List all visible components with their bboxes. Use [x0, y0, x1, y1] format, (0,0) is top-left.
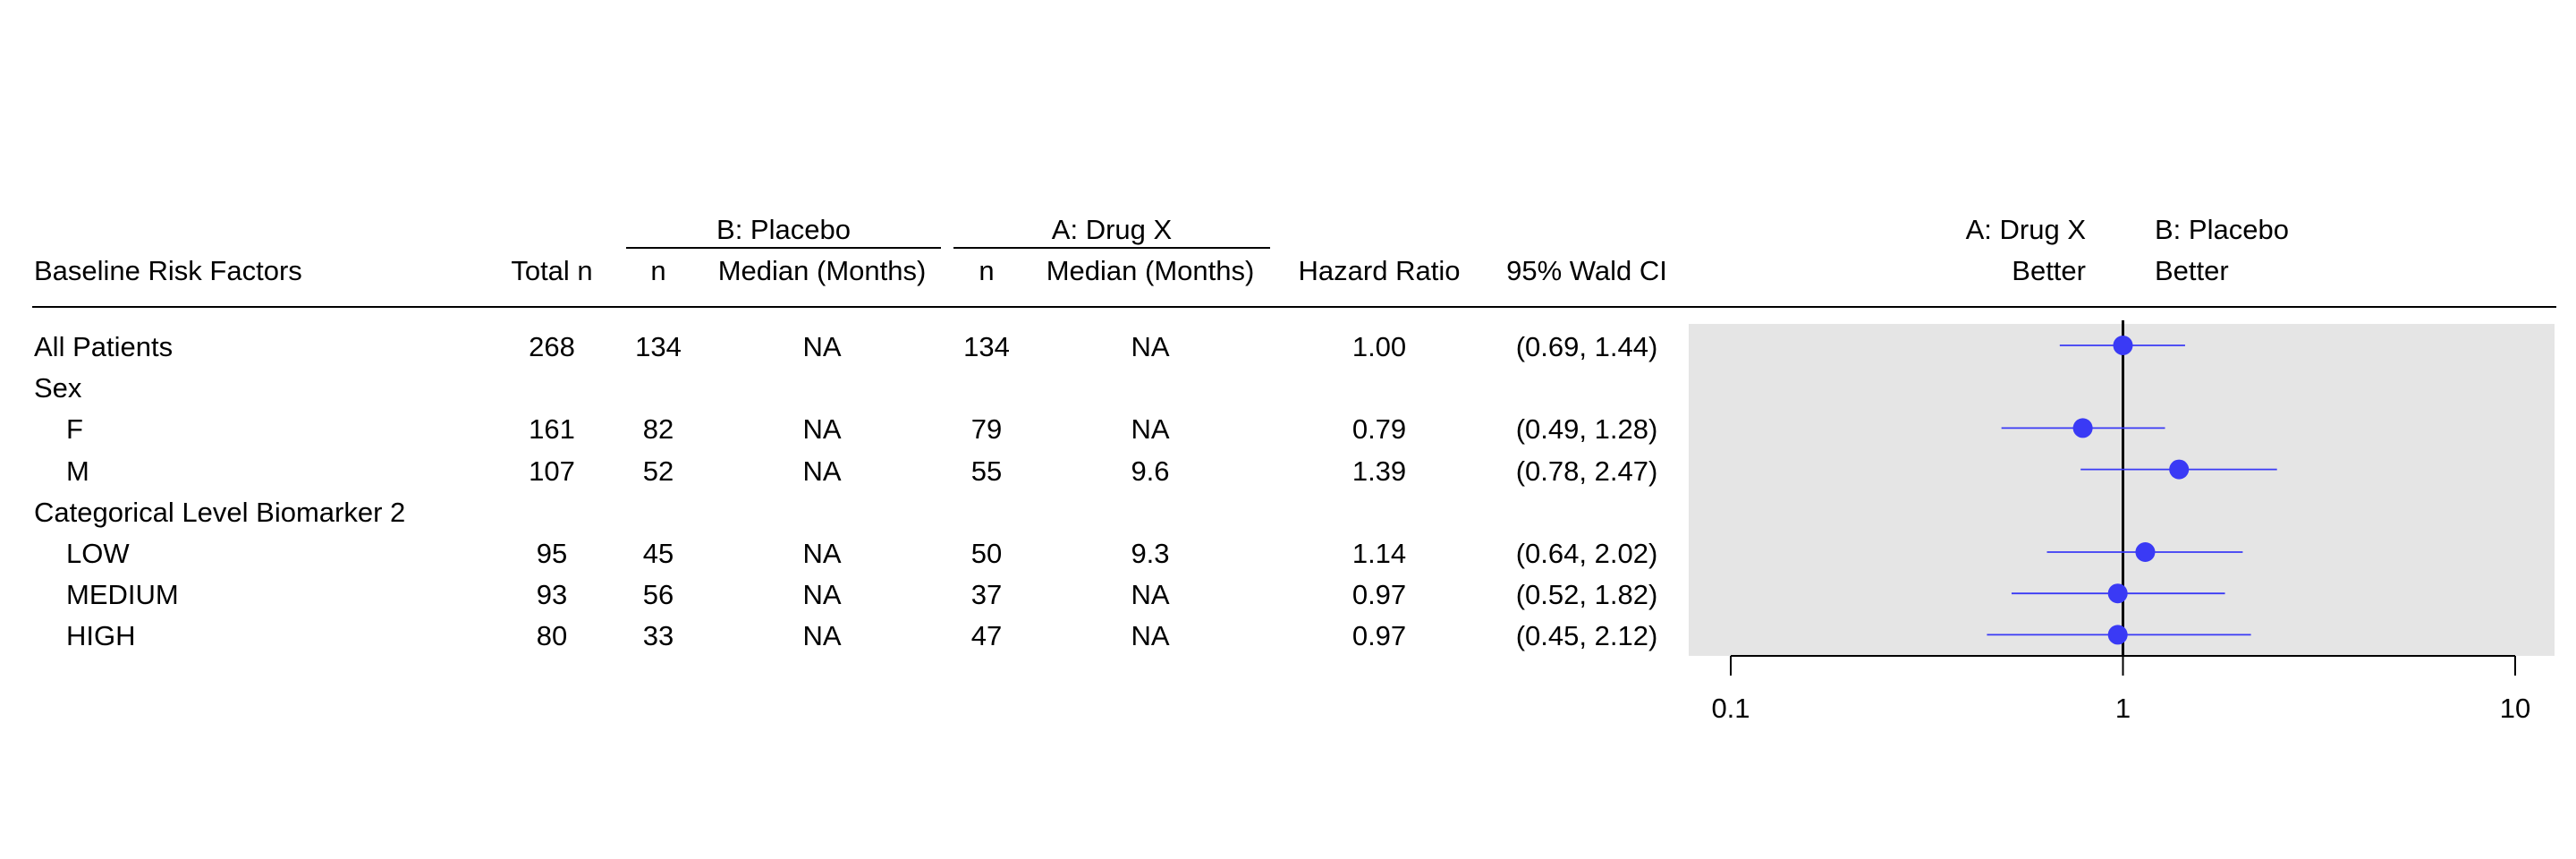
cell-hazard-ratio: 0.97 — [1352, 579, 1407, 611]
cell-total-n: 95 — [536, 538, 568, 569]
cell-drug-median: 9.6 — [1131, 455, 1170, 487]
cell-total-n: 268 — [529, 331, 575, 362]
row-label: Categorical Level Biomarker 2 — [34, 496, 406, 528]
cell-drug-n: 37 — [970, 579, 1003, 611]
column-header-placebo-median: Median (Months) — [717, 255, 927, 286]
hr-point-high — [2107, 625, 2128, 645]
cell-placebo-n: 45 — [642, 538, 674, 569]
group-header-placebo: B: Placebo — [716, 214, 851, 245]
cell-drug-n: 47 — [970, 620, 1003, 652]
cell-drug-n: 134 — [963, 331, 1010, 362]
cell-placebo-n: 33 — [642, 620, 674, 652]
cell-hazard-ratio: 1.14 — [1352, 538, 1407, 569]
x-tick-label: 0.1 — [1711, 693, 1750, 724]
cell-ci: (0.64, 2.02) — [1515, 538, 1658, 569]
cell-ci: (0.49, 1.28) — [1515, 413, 1658, 446]
cell-drug-median: NA — [1131, 331, 1170, 362]
cell-drug-median: NA — [1131, 579, 1170, 611]
cell-total-n: 80 — [536, 620, 568, 652]
column-header-total-n: Total n — [511, 255, 593, 286]
cell-ci: (0.78, 2.47) — [1515, 455, 1658, 487]
forest-right-label-line1: B: Placebo — [2155, 214, 2289, 245]
x-tick-label: 10 — [2500, 693, 2530, 724]
cell-drug-median: 9.3 — [1131, 538, 1170, 569]
forest-left-label-line2: Better — [2012, 255, 2086, 286]
cell-placebo-median: NA — [802, 620, 842, 652]
cell-drug-n: 50 — [970, 538, 1003, 569]
cell-placebo-median: NA — [802, 413, 842, 446]
cell-total-n: 107 — [529, 455, 575, 487]
column-header-drug-n: n — [979, 255, 995, 286]
column-header-factor: Baseline Risk Factors — [34, 255, 302, 286]
cell-hazard-ratio: 1.39 — [1352, 455, 1407, 487]
hr-point-m — [2169, 459, 2190, 480]
x-tick-label: 1 — [2115, 693, 2131, 724]
cell-hazard-ratio: 0.79 — [1352, 413, 1407, 446]
row-label: MEDIUM — [66, 579, 179, 611]
row-label: F — [66, 413, 83, 446]
cell-drug-n: 55 — [970, 455, 1003, 487]
cell-placebo-median: NA — [802, 455, 842, 487]
cell-placebo-n: 134 — [635, 331, 682, 362]
row-label: HIGH — [66, 620, 136, 652]
cell-total-n: 93 — [536, 579, 568, 611]
hr-point-all-patients — [2113, 336, 2133, 355]
group-underline-drug — [953, 247, 1270, 249]
cell-total-n: 161 — [529, 413, 575, 446]
cell-hazard-ratio: 1.00 — [1352, 331, 1407, 362]
column-header-placebo-n: n — [650, 255, 666, 286]
hr-point-medium — [2107, 583, 2128, 604]
row-label: All Patients — [34, 331, 174, 362]
cell-placebo-median: NA — [802, 579, 842, 611]
row-label: LOW — [66, 538, 130, 569]
cell-drug-median: NA — [1131, 413, 1170, 446]
cell-drug-n: 79 — [970, 413, 1003, 446]
cell-placebo-median: NA — [802, 538, 842, 569]
group-underline-placebo — [626, 247, 941, 249]
column-header-hazard-ratio: Hazard Ratio — [1298, 255, 1461, 286]
header-rule — [32, 306, 2556, 308]
row-label: Sex — [34, 372, 82, 404]
column-header-drug-median: Median (Months) — [1046, 255, 1255, 286]
hr-point-f — [2072, 418, 2093, 438]
cell-placebo-n: 52 — [642, 455, 674, 487]
cell-ci: (0.52, 1.82) — [1515, 579, 1658, 611]
column-header-ci: 95% Wald CI — [1506, 255, 1667, 286]
cell-drug-median: NA — [1131, 620, 1170, 652]
cell-placebo-n: 82 — [642, 413, 674, 446]
cell-ci: (0.45, 2.12) — [1515, 620, 1658, 652]
hr-point-low — [2135, 542, 2156, 562]
forest-right-label-line2: Better — [2155, 255, 2229, 286]
forest-left-label-line1: A: Drug X — [1965, 214, 2086, 245]
cell-hazard-ratio: 0.97 — [1352, 620, 1407, 652]
group-header-drug: A: Drug X — [1051, 214, 1173, 245]
cell-placebo-median: NA — [802, 331, 842, 362]
cell-ci: (0.69, 1.44) — [1515, 331, 1658, 362]
cell-placebo-n: 56 — [642, 579, 674, 611]
row-label: M — [66, 455, 89, 487]
